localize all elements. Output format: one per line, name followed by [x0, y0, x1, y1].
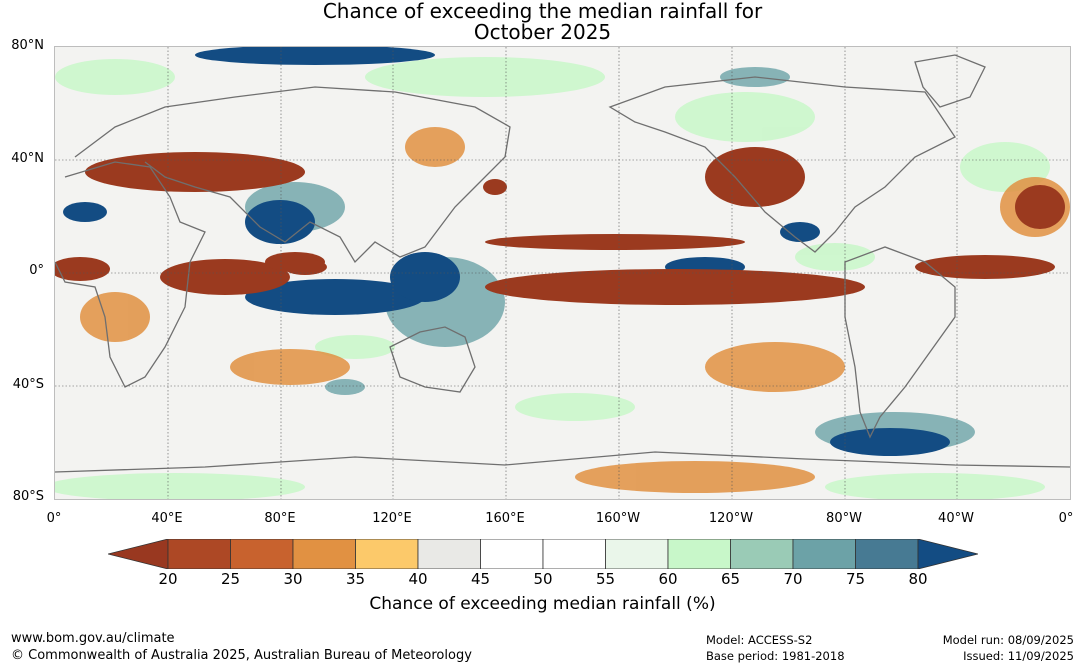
- lat-label-80n: 80°N: [11, 38, 44, 53]
- colorbar-swatch: [292, 539, 356, 569]
- colorbar-swatch: [167, 539, 231, 569]
- colorbar-tick-label: 55: [595, 570, 616, 588]
- map-canvas: [55, 47, 1070, 499]
- footer-model-run: Model run: 08/09/2025: [942, 633, 1074, 647]
- colorbar: [108, 539, 978, 569]
- colorbar-tick-label: 30: [283, 570, 303, 588]
- lat-label-40n: 40°N: [11, 151, 44, 166]
- colorbar-low-extension: [108, 539, 169, 569]
- colorbar-tick-label: 25: [220, 570, 241, 588]
- lon-label-80e: 80°E: [264, 511, 296, 526]
- colorbar-swatch: [605, 539, 669, 569]
- lon-label-80w: 80°W: [826, 511, 862, 526]
- rainfall-probability-map: [54, 46, 1071, 500]
- colorbar-tick-label: 70: [783, 570, 803, 588]
- colorbar-tick-label: 50: [533, 570, 553, 588]
- dry-strong-regions: [55, 147, 1065, 305]
- lon-label-120w: 120°W: [708, 511, 754, 526]
- colorbar-swatch: [730, 539, 794, 569]
- colorbar-swatch: [855, 539, 919, 569]
- footer-base-period: Base period: 1981-2018: [706, 649, 845, 663]
- lon-label-160e: 160°E: [485, 511, 525, 526]
- colorbar-high-extension: [917, 539, 978, 569]
- colorbar-title: Chance of exceeding median rainfall (%): [369, 594, 716, 614]
- colorbar-swatch: [542, 539, 606, 569]
- lat-label-equator: 0°: [29, 263, 44, 278]
- colorbar-swatch: [355, 539, 419, 569]
- colorbar-swatch: [792, 539, 856, 569]
- lat-label-40s: 40°S: [12, 377, 44, 392]
- colorbar-tick-label: 65: [720, 570, 741, 588]
- lon-label-40w: 40°W: [938, 511, 974, 526]
- lon-label-120e: 120°E: [372, 511, 412, 526]
- colorbar-tick-label: 20: [158, 570, 178, 588]
- footer-model: Model: ACCESS-S2: [706, 633, 813, 647]
- lon-label-160w: 160°W: [595, 511, 641, 526]
- colorbar-swatch: [667, 539, 731, 569]
- coastlines: [55, 54, 1070, 473]
- colorbar-tick-label: 80: [908, 570, 928, 588]
- graticule: [55, 47, 1070, 499]
- wet-strong-regions: [63, 47, 950, 456]
- colorbar-swatch: [417, 539, 481, 569]
- lon-label-40e: 40°E: [151, 511, 183, 526]
- map-title-line1: Chance of exceeding the median rainfall …: [322, 0, 763, 23]
- colorbar-swatch: [230, 539, 294, 569]
- colorbar-tick-label: 75: [845, 570, 866, 588]
- footer-issued: Issued: 11/09/2025: [963, 649, 1074, 663]
- lat-label-80s: 80°S: [12, 489, 44, 504]
- lon-label-0-left: 0°: [46, 511, 62, 526]
- colorbar-swatch: [480, 539, 544, 569]
- colorbar-tick-label: 35: [345, 570, 366, 588]
- footer-website: www.bom.gov.au/climate: [11, 631, 175, 646]
- lon-label-0-right: 0°: [1058, 511, 1074, 526]
- map-title-line2: October 2025: [473, 20, 612, 44]
- colorbar-tick-label: 40: [408, 570, 428, 588]
- wet-light-regions: [55, 57, 1050, 499]
- footer-copyright: © Commonwealth of Australia 2025, Austra…: [11, 648, 472, 663]
- colorbar-tick-label: 60: [658, 570, 678, 588]
- colorbar-tick-label: 45: [470, 570, 491, 588]
